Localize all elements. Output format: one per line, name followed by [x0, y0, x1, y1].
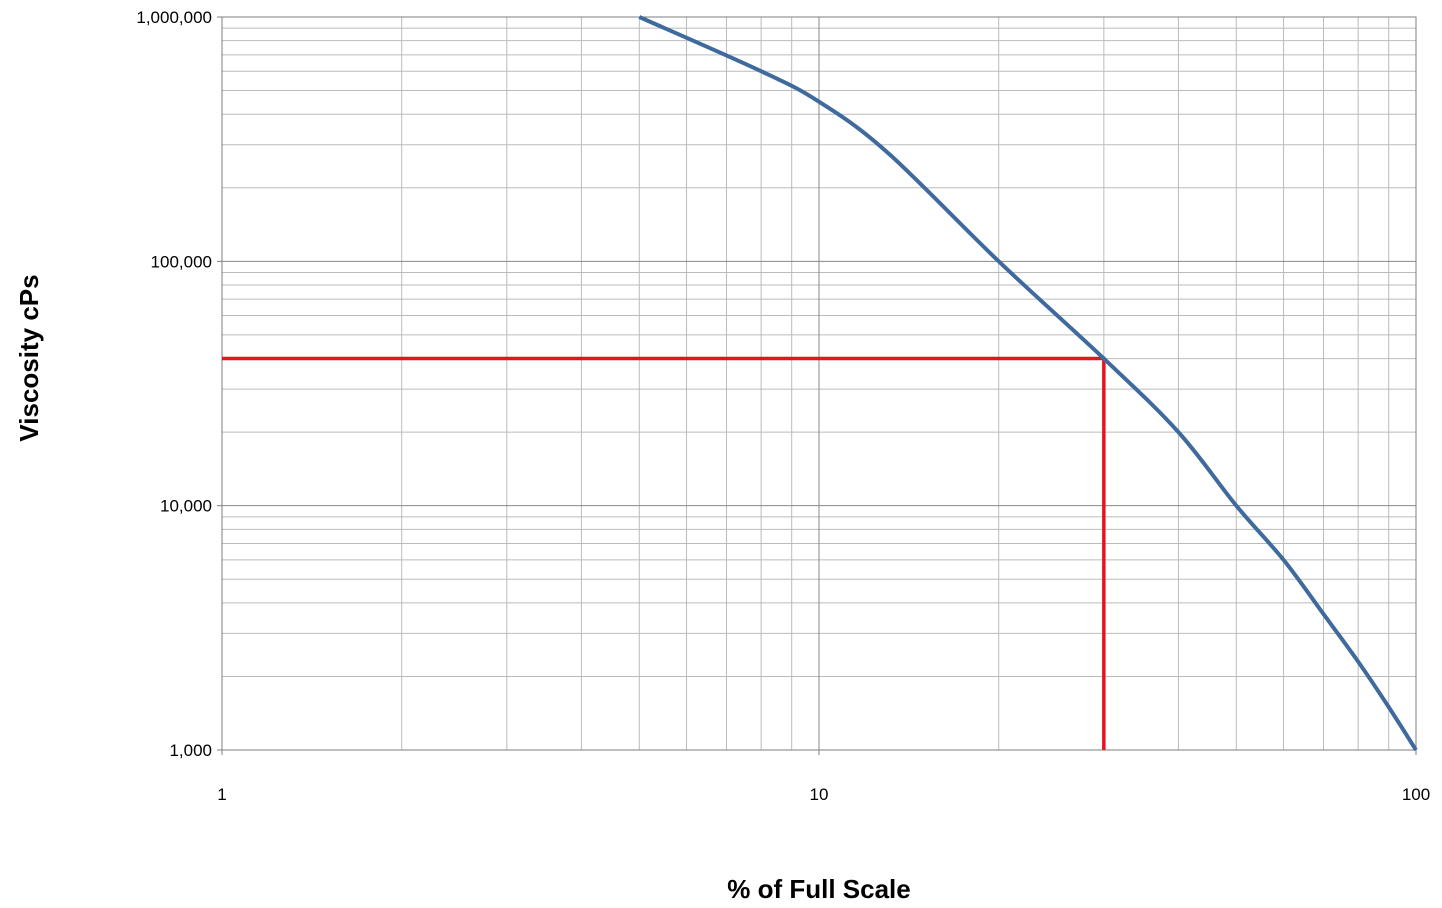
x-tick-label: 100	[1402, 785, 1430, 804]
x-axis-title: % of Full Scale	[727, 874, 911, 904]
x-tick-label: 10	[810, 785, 829, 804]
y-tick-labels: 1,000 10,000 100,000 1,000,000	[136, 8, 212, 760]
y-tick-label: 1,000	[169, 741, 212, 760]
y-tick-label: 10,000	[160, 497, 212, 516]
y-tick-label: 1,000,000	[136, 8, 212, 27]
plot-border	[221, 16, 1417, 751]
series-layer	[638, 15, 1418, 752]
series-line	[638, 15, 1418, 752]
reference-lines	[222, 356, 1106, 750]
y-axis-title: Viscosity cPs	[14, 274, 44, 441]
reference-line	[222, 356, 1106, 750]
x-tick-label: 1	[217, 785, 226, 804]
y-tick-label: 100,000	[151, 252, 212, 271]
x-tick-labels: 1 10 100	[217, 785, 1430, 804]
